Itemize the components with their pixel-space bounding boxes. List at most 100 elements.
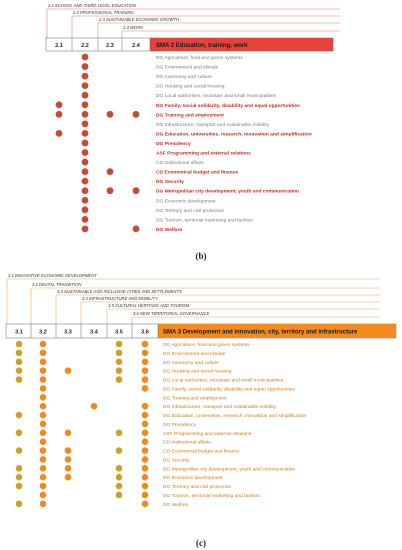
matrix-dot <box>64 456 72 463</box>
row-label: DG Economic development <box>156 198 216 204</box>
matrix-dot <box>132 110 140 118</box>
matrix-dot <box>141 367 149 374</box>
sma2-matrix: 2.1 SCHOOL AND THIRD LEVEL EDUCATION 2.2 … <box>45 3 340 233</box>
matrix-dot <box>106 168 114 176</box>
column-header: 2.3 <box>106 43 114 49</box>
panel-label-b: (b) <box>196 251 207 261</box>
matrix-dot <box>39 376 47 383</box>
row-label: DG Metropolitan city development, youth … <box>156 189 299 195</box>
matrix-dot <box>39 367 47 374</box>
matrix-dot <box>55 101 63 109</box>
row-label: DG Agriculture, food and green systems <box>163 342 250 348</box>
matrix-dot <box>115 358 123 366</box>
row-label: DG Tourism, territorial marketing and fa… <box>156 217 253 223</box>
matrix-dot <box>141 411 149 419</box>
matrix-dot <box>81 120 89 128</box>
column-title: 2.2 PROFESSIONAL TRAINING <box>72 10 134 15</box>
column-title: 2.3 SUSTAINABLE ECONOMIC GROWTH <box>98 17 180 22</box>
matrix-dot <box>64 465 72 472</box>
matrix-dot <box>64 429 72 437</box>
matrix-dot <box>81 168 89 176</box>
matrix-dot <box>64 447 72 454</box>
column-title: 2.4 WORK <box>122 25 143 30</box>
matrix-dot <box>141 340 149 348</box>
matrix-dot <box>106 187 114 195</box>
matrix-dot <box>81 101 89 109</box>
row-label: DG Local authorities, mountain and small… <box>156 93 277 99</box>
column-title: 3.1 INNOVATIVE ECONOMIC DEVELOPMENT <box>8 273 97 278</box>
matrix-dot <box>115 482 123 490</box>
panel-label-c: (c) <box>196 538 206 548</box>
matrix-dot <box>141 376 149 383</box>
row-label: DG Training and employment <box>163 395 227 401</box>
column-title: 3.6 NEW TERRITORIAL GOVERNANCE <box>133 311 210 316</box>
matrix-dot <box>141 358 149 366</box>
matrix-dot <box>141 482 149 490</box>
row-label: DG Agriculture, food and green systems <box>156 55 243 61</box>
row-label: DG Education, universities, research, in… <box>156 131 312 137</box>
matrix-dot <box>81 91 89 99</box>
matrix-dot <box>39 473 47 481</box>
row-label: DG Economic development <box>163 475 223 481</box>
matrix-dot <box>64 473 72 481</box>
matrix-dot <box>81 158 89 166</box>
row-label: DG Local authorities, mountain and small… <box>163 378 284 384</box>
row-label: CD Institutional affairs <box>163 440 211 446</box>
row-label: DG Territory and civil protection <box>163 484 231 490</box>
row-label: DG Environment and climate <box>163 351 226 357</box>
matrix-dot <box>81 130 89 137</box>
column-header: 3.3 <box>64 330 72 336</box>
matrix-dot <box>81 72 89 80</box>
column-title: 3.5 CULTURAL HERITAGE AND TOURISM <box>108 303 190 308</box>
matrix-dot <box>39 349 47 357</box>
matrix-dot <box>141 438 149 445</box>
matrix-dot <box>15 340 23 348</box>
row-label: DG Territory and civil protection <box>156 208 224 214</box>
matrix-dot <box>39 491 47 499</box>
matrix-dot <box>81 177 89 185</box>
column-header: 2.4 <box>132 43 141 49</box>
matrix-dot <box>39 482 47 490</box>
matrix-dot <box>15 411 23 419</box>
matrix-dot <box>115 447 123 454</box>
row-label: CD Institutional affairs <box>156 160 204 166</box>
row-label: DG Family, social solidarity, disability… <box>156 103 300 109</box>
matrix-dot <box>115 340 123 348</box>
matrix-dot <box>15 473 23 481</box>
row-label: DG Housing and social housing <box>163 369 232 375</box>
matrix-dot <box>39 438 47 445</box>
matrix-dot <box>15 482 23 490</box>
row-label: DG Security <box>163 457 190 463</box>
row-label: CD Economical budget and finance <box>156 170 238 176</box>
row-label: ASF Programming and external relations <box>163 431 252 437</box>
row-label: DG Family, social solidarity, disability… <box>163 386 295 392</box>
matrix-dot <box>141 447 149 454</box>
row-label: DG Welfare <box>156 227 183 233</box>
matrix-dot <box>115 429 123 437</box>
matrix-dot <box>81 110 89 118</box>
matrix-dot <box>115 473 123 481</box>
matrix-dot <box>132 187 140 195</box>
matrix-dot <box>90 402 98 410</box>
column-header: 3.6 <box>141 330 149 336</box>
sma3-matrix: 3.1 INNOVATIVE ECONOMIC DEVELOPMENT 3.2 D… <box>5 273 397 508</box>
matrix-dot <box>81 187 89 195</box>
matrix-dot <box>39 402 47 410</box>
matrix-dot <box>15 358 23 366</box>
row-label: ASF Programming and external relations <box>156 151 251 157</box>
matrix-dot <box>39 358 47 366</box>
header-bar <box>158 324 396 338</box>
matrix-dot <box>132 225 140 233</box>
column-title: 3.4 INFRASTRUCTURE AND MOBILITY <box>82 296 159 301</box>
matrix-dot <box>15 447 23 454</box>
column-title: 3.3 SUSTAINABLE AND INCLUSIVE CITIES AND… <box>57 289 182 294</box>
matrix-dot <box>39 385 47 392</box>
matrix-dot <box>15 500 23 508</box>
matrix-dot <box>141 500 149 508</box>
matrix-dot <box>81 139 89 147</box>
column-header: 3.5 <box>115 330 123 336</box>
matrix-header-title: SMA 2 Education, training, work <box>156 43 248 49</box>
matrix-dot <box>141 473 149 481</box>
column-title: 3.2 DIGITAL TRANSITION <box>32 282 82 287</box>
